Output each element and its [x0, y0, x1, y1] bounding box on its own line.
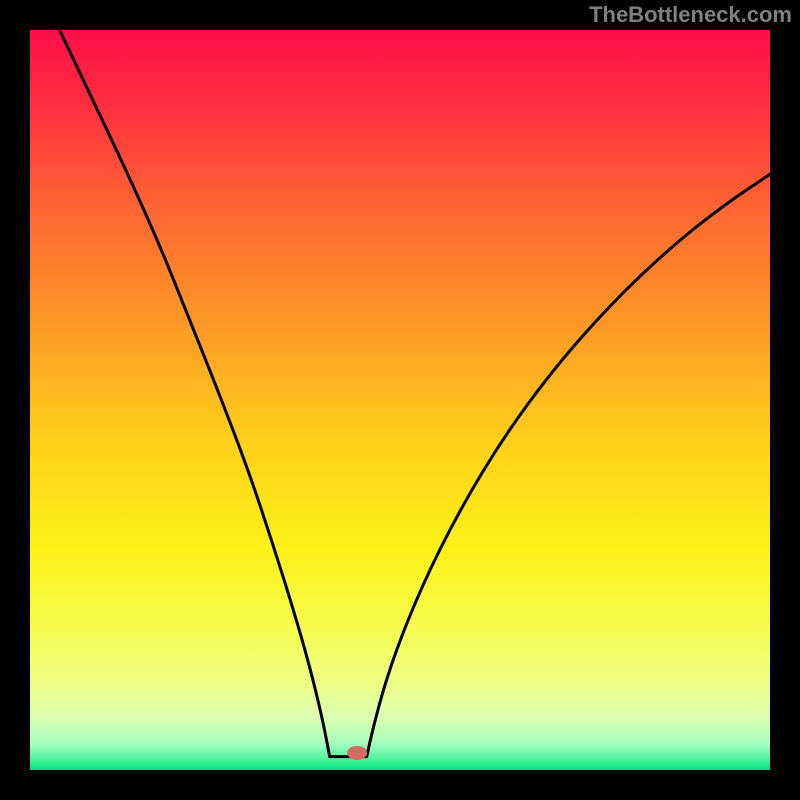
plot-svg	[30, 30, 770, 770]
chart-container: TheBottleneck.com	[0, 0, 800, 800]
watermark-label: TheBottleneck.com	[589, 2, 792, 28]
optimal-point-marker	[347, 746, 367, 760]
plot-area	[30, 30, 770, 770]
gradient-background	[30, 30, 770, 770]
